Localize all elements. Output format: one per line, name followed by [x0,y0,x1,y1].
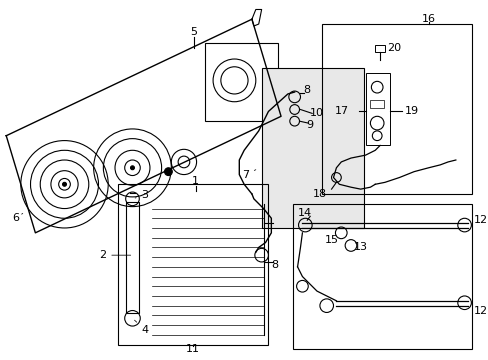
Bar [261,68,363,228]
Circle shape [164,168,172,176]
Bar [374,45,384,52]
Text: 20: 20 [387,43,401,53]
Circle shape [62,182,66,186]
Text: 12: 12 [473,215,488,225]
Text: 18: 18 [312,189,326,199]
Text: 8: 8 [303,85,310,95]
Bar [205,44,278,121]
Text: 4: 4 [134,320,148,335]
Text: 14: 14 [297,208,311,219]
Text: 16: 16 [421,14,435,24]
Text: 12: 12 [473,306,488,315]
Text: 17: 17 [334,107,348,116]
Bar [292,204,471,349]
Text: 5: 5 [190,27,197,37]
Bar [365,73,389,145]
Text: 2: 2 [99,250,130,260]
Text: 19: 19 [404,107,418,116]
Bar [125,202,139,314]
Text: 8: 8 [271,260,278,270]
Text: 15: 15 [325,235,339,245]
Bar [118,184,268,345]
Text: 3: 3 [135,190,148,200]
Text: 9: 9 [306,120,313,130]
Text: 6: 6 [12,213,23,223]
Bar [369,100,383,108]
Circle shape [130,166,134,170]
Text: 13: 13 [353,242,367,252]
Text: 7: 7 [242,170,255,180]
Text: 1: 1 [192,176,199,186]
Bar [321,24,471,194]
Text: 11: 11 [185,345,199,354]
Text: 10: 10 [309,108,324,118]
